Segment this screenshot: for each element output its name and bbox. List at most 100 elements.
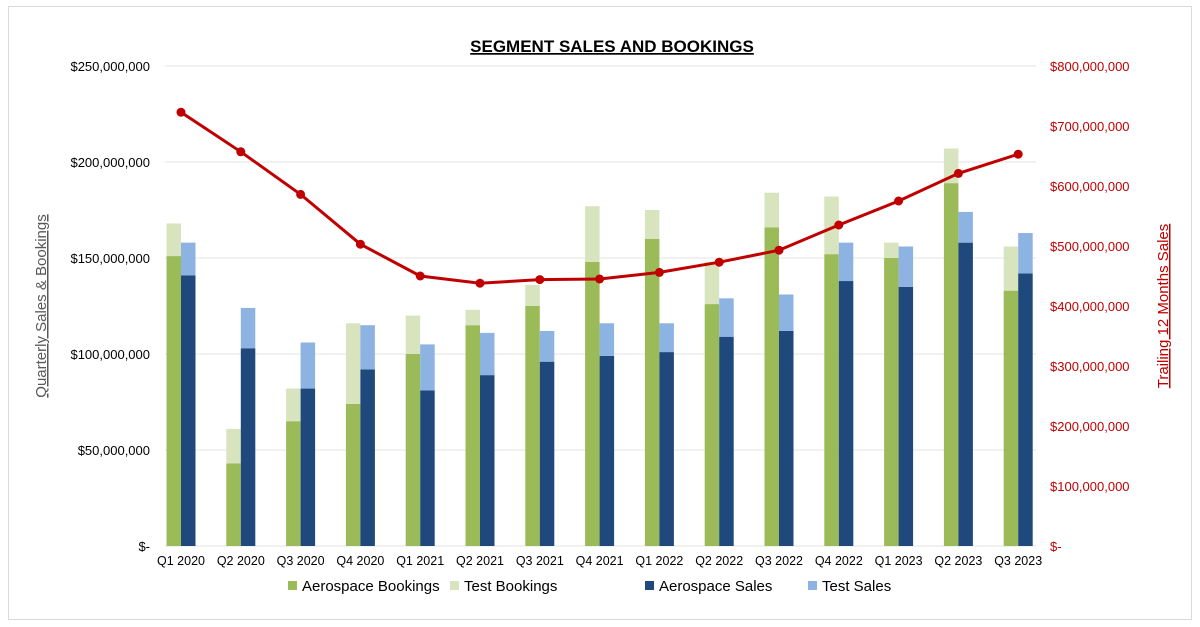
- bar-test-sales: [719, 298, 734, 337]
- bar-aerospace-bookings: [525, 306, 540, 546]
- chart-title: SEGMENT SALES AND BOOKINGS: [470, 37, 754, 56]
- bar-aerospace-sales: [898, 286, 914, 546]
- legend-swatch: [450, 581, 459, 590]
- x-tick-label: Q4 2022: [815, 554, 863, 568]
- y-tick-label: $100,000,000: [70, 347, 150, 362]
- bar-test-bookings: [585, 206, 600, 262]
- y2-tick-label: $-: [1050, 539, 1062, 554]
- y2-tick-label: $300,000,000: [1050, 359, 1130, 374]
- bar-aerospace-bookings: [1003, 290, 1019, 546]
- bar-aerospace-sales: [958, 242, 973, 546]
- y2-axis-label: Trailing 12 Months Sales: [1155, 224, 1172, 389]
- x-tick-label: Q3 2020: [277, 554, 325, 568]
- bar-test-bookings: [1003, 246, 1019, 291]
- bar-test-bookings: [644, 210, 660, 239]
- bar-aerospace-bookings: [824, 254, 839, 546]
- trailing-sales-point: [355, 239, 365, 249]
- y2-tick-label: $700,000,000: [1050, 119, 1130, 134]
- bar-aerospace-sales: [838, 281, 854, 546]
- bar-test-bookings: [884, 242, 899, 258]
- legend-swatch: [808, 581, 817, 590]
- bar-test-sales: [420, 344, 435, 391]
- bar-aerospace-bookings: [286, 421, 301, 546]
- legend-label: Aerospace Bookings: [302, 578, 440, 595]
- trailing-sales-point: [236, 147, 246, 157]
- bar-aerospace-bookings: [345, 403, 361, 546]
- y-tick-label: $150,000,000: [70, 251, 150, 266]
- bar-test-bookings: [405, 315, 421, 354]
- x-tick-label: Q1 2023: [875, 554, 923, 568]
- bar-test-sales: [1018, 233, 1033, 274]
- y2-tick-label: $600,000,000: [1050, 179, 1130, 194]
- trailing-sales-point: [296, 189, 306, 199]
- x-tick-label: Q3 2021: [516, 554, 564, 568]
- bar-test-bookings: [345, 323, 361, 404]
- bar-test-bookings: [764, 192, 779, 228]
- y-tick-label: $-: [138, 539, 150, 554]
- y2-tick-label: $100,000,000: [1050, 479, 1130, 494]
- trailing-sales-point: [894, 196, 904, 206]
- bar-test-sales: [240, 307, 256, 349]
- x-tick-label: Q3 2022: [755, 554, 803, 568]
- trailing-sales-point: [595, 274, 605, 284]
- y2-tick-label: $500,000,000: [1050, 239, 1130, 254]
- bar-test-sales: [360, 325, 375, 370]
- bar-test-sales: [599, 323, 615, 356]
- bar-aerospace-sales: [181, 275, 196, 546]
- bar-aerospace-sales: [420, 390, 435, 546]
- legend-label: Test Bookings: [464, 578, 557, 595]
- bar-aerospace-bookings: [943, 183, 959, 546]
- x-tick-label: Q1 2021: [396, 554, 444, 568]
- bar-aerospace-bookings: [884, 258, 899, 546]
- trailing-sales-point: [953, 168, 963, 178]
- legend-label: Aerospace Sales: [659, 578, 772, 595]
- x-tick-label: Q3 2023: [994, 554, 1042, 568]
- y2-tick-label: $800,000,000: [1050, 59, 1130, 74]
- trailing-sales-point: [834, 220, 844, 230]
- bar-test-bookings: [704, 261, 720, 305]
- trailing-sales-point: [535, 275, 545, 285]
- bar-test-bookings: [226, 428, 241, 464]
- bar-test-sales: [539, 330, 555, 362]
- bar-aerospace-sales: [480, 375, 495, 546]
- legend-label: Test Sales: [822, 578, 891, 595]
- trailing-sales-point: [774, 245, 784, 255]
- bar-aerospace-sales: [659, 352, 674, 546]
- bar-aerospace-sales: [539, 361, 555, 546]
- trailing-sales-point: [1013, 149, 1023, 159]
- bar-aerospace-bookings: [644, 238, 660, 547]
- bar-test-bookings: [286, 388, 301, 422]
- x-tick-label: Q1 2020: [157, 554, 205, 568]
- bar-test-bookings: [824, 196, 839, 255]
- bar-aerospace-sales: [360, 369, 375, 546]
- x-tick-label: Q4 2020: [336, 554, 384, 568]
- x-tick-label: Q2 2021: [456, 554, 504, 568]
- trailing-sales-point: [654, 267, 664, 277]
- bar-test-sales: [958, 211, 973, 243]
- legend-swatch: [645, 581, 654, 590]
- bar-test-bookings: [525, 284, 540, 306]
- y-tick-label: $50,000,000: [78, 443, 150, 458]
- y2-tick-label: $200,000,000: [1050, 419, 1130, 434]
- y-tick-label: $200,000,000: [70, 155, 150, 170]
- y2-tick-label: $400,000,000: [1050, 299, 1130, 314]
- bar-test-sales: [659, 323, 674, 353]
- trailing-sales-point: [415, 271, 425, 281]
- legend-swatch: [288, 581, 297, 590]
- bar-aerospace-bookings: [764, 227, 779, 546]
- bar-aerospace-bookings: [226, 463, 241, 546]
- bar-test-sales: [779, 294, 794, 331]
- bar-aerospace-bookings: [405, 354, 421, 546]
- bar-test-bookings: [166, 223, 181, 257]
- y-axis-label: Quarterly Sales & Bookings: [33, 214, 50, 397]
- bar-aerospace-bookings: [704, 304, 720, 546]
- trailing-sales-point: [475, 278, 485, 288]
- trailing-sales-point: [176, 107, 186, 117]
- bar-aerospace-sales: [719, 336, 734, 546]
- y-tick-label: $250,000,000: [70, 59, 150, 74]
- bar-test-bookings: [465, 309, 480, 326]
- bar-test-sales: [300, 342, 316, 389]
- bar-aerospace-bookings: [465, 325, 480, 546]
- trailing-sales-point: [714, 257, 724, 267]
- bar-aerospace-sales: [599, 355, 615, 546]
